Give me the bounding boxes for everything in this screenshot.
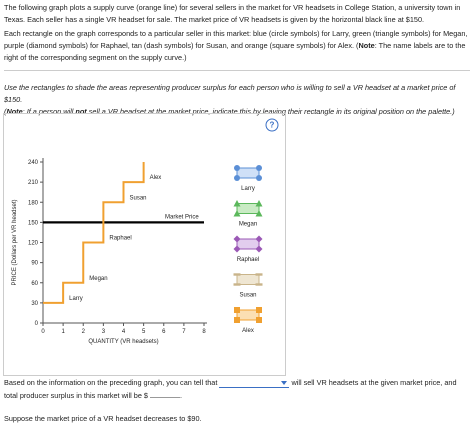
segment-label: Raphael xyxy=(109,236,131,242)
followup: Suppose the market price of a VR headset… xyxy=(4,414,202,423)
handle xyxy=(255,273,263,276)
palette-rect xyxy=(236,167,260,179)
text: . xyxy=(180,391,183,400)
handle xyxy=(255,235,263,243)
handle xyxy=(234,175,240,181)
palette-label: Susan xyxy=(239,293,256,299)
graph-box: ? 0 30 60 90 120 150 180 210 240 0 1 2 3 4 5 6 7 8 QUANTIT… xyxy=(3,113,286,376)
text: Use the rectangles to shade the areas re… xyxy=(4,83,456,104)
segment-label: Larry xyxy=(69,296,83,302)
x-tick-label: 2 xyxy=(82,329,86,335)
handle xyxy=(255,200,263,207)
handle xyxy=(233,273,241,276)
text: Note xyxy=(6,107,23,116)
dropdown[interactable] xyxy=(219,379,290,388)
palette-rect xyxy=(236,238,260,250)
palette-rect xyxy=(236,309,260,321)
handle xyxy=(256,317,262,323)
handle xyxy=(256,307,262,313)
y-tick-label: 0 xyxy=(35,321,39,327)
text: Each rectangle on the graph corresponds … xyxy=(4,29,468,50)
segment-label: Megan xyxy=(89,276,107,282)
x-axis-label: QUANTITY (VR headsets) xyxy=(88,339,158,345)
handle xyxy=(234,317,240,323)
y-tick-label: 30 xyxy=(31,301,38,307)
handle xyxy=(234,165,240,171)
y-tick-label: 210 xyxy=(28,180,39,186)
text: will sell VR headsets at the given marke… xyxy=(4,378,457,400)
handle xyxy=(234,307,240,313)
palette-rect xyxy=(236,203,260,214)
supply-curve xyxy=(43,162,145,304)
y-tick-label: 150 xyxy=(28,220,39,226)
svg-text:?: ? xyxy=(270,121,275,130)
y-tick-label: 180 xyxy=(28,200,39,206)
palette-rect xyxy=(236,274,260,285)
x-tick-label: 1 xyxy=(61,329,65,335)
x-tick-label: 5 xyxy=(142,329,146,335)
x-tick-label: 6 xyxy=(162,329,166,335)
handle xyxy=(256,165,262,171)
intro-paragraph: Each rectangle on the graph corresponds … xyxy=(4,28,470,64)
handle xyxy=(255,210,263,217)
intro-paragraph: The following graph plots a supply curve… xyxy=(4,3,461,24)
handle xyxy=(256,175,262,181)
y-axis-label: PRICE (Dollars per VR headset) xyxy=(12,199,18,285)
y-tick-label: 90 xyxy=(31,261,38,267)
segment-label: Susan xyxy=(130,195,147,201)
market-price-label: Market Price xyxy=(165,214,199,220)
handle xyxy=(233,245,241,253)
x-tick-label: 3 xyxy=(102,329,106,335)
text: Based on the information on the precedin… xyxy=(4,378,218,387)
text: not xyxy=(75,107,87,116)
x-tick-label: 8 xyxy=(202,329,206,335)
y-tick-label: 60 xyxy=(31,281,38,287)
handle xyxy=(233,283,241,286)
handle xyxy=(255,283,263,286)
divider xyxy=(4,70,470,71)
question: Based on the information on the precedin… xyxy=(4,377,470,402)
chart: ? 0 30 60 90 120 150 180 210 240 0 1 2 3 4 5 6 7 8 QUANTIT… xyxy=(12,118,279,345)
palette-item[interactable] xyxy=(233,273,263,286)
palette-item[interactable] xyxy=(234,165,262,181)
help-icon[interactable]: ? xyxy=(265,118,279,132)
instructions: Use the rectangles to shade the areas re… xyxy=(4,82,470,118)
x-tick-label: 4 xyxy=(122,329,126,335)
text: Note xyxy=(358,41,375,50)
y-tick-label: 240 xyxy=(28,160,39,166)
handle xyxy=(233,200,241,207)
palette-item[interactable] xyxy=(234,307,262,323)
palette-label: Alex xyxy=(242,328,254,334)
text: (Note: If a person will not sell a VR he… xyxy=(4,106,470,118)
text: ( xyxy=(4,107,7,116)
x-tick-label: 0 xyxy=(41,329,45,335)
text: : The name labels are to the right of th… xyxy=(4,41,466,62)
text: : If a person will xyxy=(22,107,76,116)
palette-label: Megan xyxy=(239,222,257,228)
handle xyxy=(255,245,263,253)
handle xyxy=(233,235,241,243)
text-input[interactable] xyxy=(150,389,181,398)
text: sell a VR headset at the market price, i… xyxy=(86,107,455,116)
palette-label: Larry xyxy=(241,186,255,192)
handle xyxy=(233,210,241,217)
palette-item[interactable] xyxy=(233,200,263,217)
segment-label: Alex xyxy=(150,175,162,181)
palette-label: Raphael xyxy=(237,257,259,263)
palette-item[interactable] xyxy=(233,235,263,253)
x-tick-label: 7 xyxy=(182,329,186,335)
y-tick-label: 120 xyxy=(28,241,39,247)
